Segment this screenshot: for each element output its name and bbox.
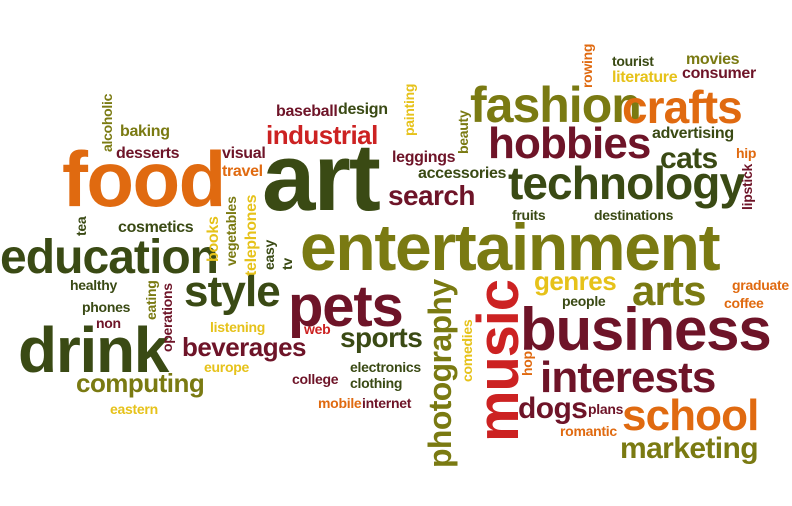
word-baking: baking [120, 123, 170, 140]
word-web: web [304, 321, 331, 337]
word-internet: internet [362, 395, 412, 411]
word-books: books [205, 216, 222, 262]
word-beverages: beverages [182, 332, 306, 362]
word-education: education [0, 231, 219, 284]
word-beauty: beauty [455, 110, 471, 154]
word-school: school [622, 391, 759, 440]
word-hobbies: hobbies [488, 119, 651, 168]
word-people: people [562, 293, 606, 309]
word-hop: hop [519, 351, 535, 376]
word-listening: listening [210, 319, 266, 335]
word-cats: cats [660, 142, 718, 175]
word-genres: genres [534, 266, 617, 296]
word-electronics: electronics [350, 359, 421, 375]
word-easy: easy [261, 239, 277, 270]
word-advertising: advertising [652, 125, 734, 142]
word-technology: technology [508, 157, 745, 209]
word-romantic: romantic [560, 423, 617, 439]
word-tea: tea [73, 216, 89, 236]
word-baseball: baseball [276, 103, 338, 120]
word-entertainment: entertainment [300, 210, 721, 284]
word-marketing: marketing [620, 432, 759, 465]
word-tv: tv [279, 258, 295, 270]
word-mobile: mobile [318, 395, 362, 411]
word-graduate: graduate [732, 277, 789, 293]
word-style: style [184, 267, 281, 316]
word-fashion: fashion [470, 77, 642, 133]
word-crafts: crafts [622, 81, 743, 133]
word-eastern: eastern [110, 401, 158, 417]
word-business: business [520, 296, 772, 363]
word-clothing: clothing [350, 375, 403, 391]
word-literature: literature [612, 69, 678, 86]
word-comedies: comedies [459, 319, 475, 382]
word-leggings: leggings [392, 149, 456, 166]
word-computing: computing [76, 368, 205, 398]
word-drink: drink [18, 314, 169, 386]
word-painting: painting [401, 83, 417, 136]
word-lipstick: lipstick [739, 163, 755, 210]
word-movies: movies [686, 51, 740, 68]
word-destinations: destinations [594, 207, 674, 223]
word-search: search [388, 180, 475, 211]
word-tourist: tourist [612, 53, 654, 69]
word-fruits: fruits [512, 207, 546, 223]
word-telephones: telephones [243, 194, 260, 276]
word-desserts: desserts [116, 145, 180, 162]
word-europe: europe [204, 359, 249, 375]
word-non: non [96, 315, 121, 331]
word-industrial: industrial [266, 120, 378, 150]
word-eating: eating [143, 280, 159, 320]
word-coffee: coffee [724, 295, 764, 311]
word-healthy: healthy [70, 277, 118, 293]
word-sports: sports [340, 322, 423, 353]
word-accessories: accessories [418, 165, 507, 182]
word-phones: phones [82, 299, 131, 315]
word-hip: hip [736, 145, 757, 161]
word-travel: travel [222, 163, 263, 180]
word-rowing: rowing [579, 43, 595, 88]
word-vegetables: vegetables [223, 196, 239, 266]
word-cosmetics: cosmetics [118, 219, 194, 236]
word-art: art [262, 124, 381, 231]
word-interests: interests [540, 353, 716, 402]
word-alcoholic: alcoholic [99, 93, 115, 152]
word-operations: operations [159, 283, 175, 352]
word-photography: photography [422, 279, 458, 469]
word-consumer: consumer [682, 65, 756, 82]
word-dogs: dogs [518, 392, 588, 425]
word-pets: pets [288, 274, 404, 339]
word-visual: visual [222, 145, 266, 162]
word-food: food [62, 135, 226, 223]
word-plans: plans [588, 401, 624, 417]
word-design: design [338, 101, 388, 118]
word-arts: arts [632, 267, 707, 314]
word-college: college [292, 371, 339, 387]
